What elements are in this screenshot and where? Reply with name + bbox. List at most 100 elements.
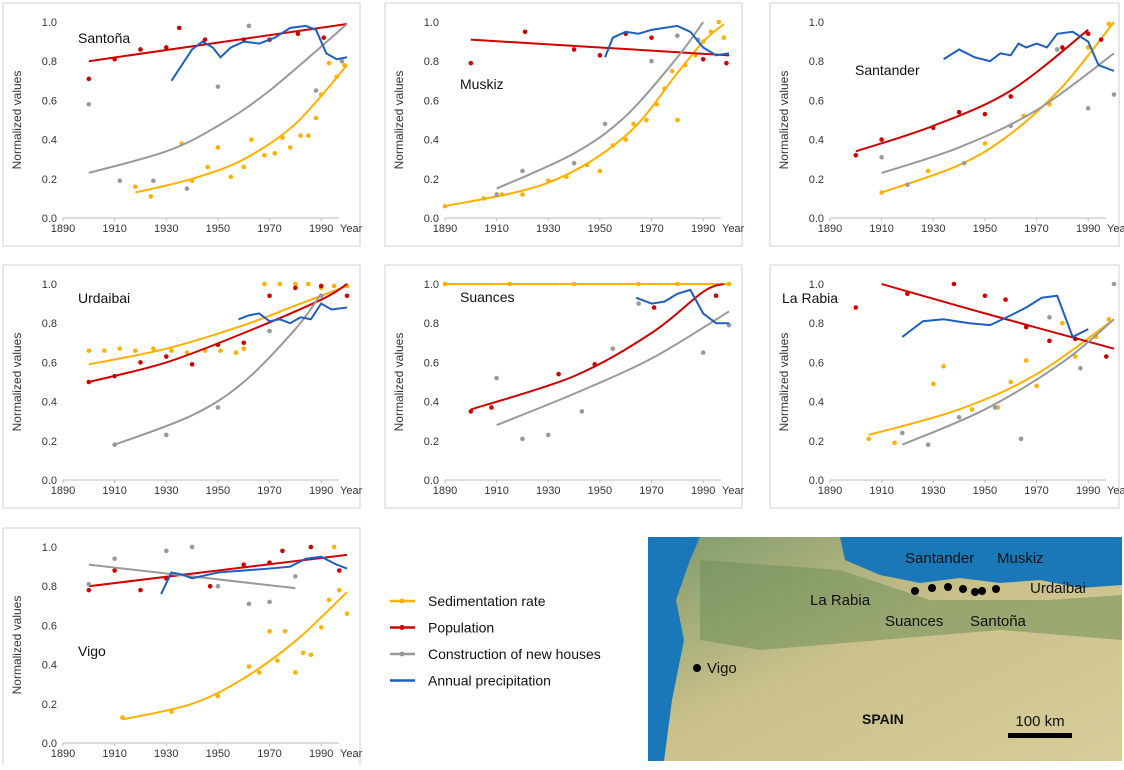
chart-title: Santander <box>855 62 920 78</box>
data-point <box>1106 21 1112 27</box>
data-point <box>556 371 561 377</box>
data-point <box>499 192 505 197</box>
data-point <box>318 283 324 289</box>
data-point <box>724 60 729 66</box>
data-point <box>241 164 247 170</box>
trend-line <box>88 23 348 174</box>
data-point <box>1072 354 1078 359</box>
data-point <box>925 442 931 448</box>
x-tick-label: 1910 <box>484 223 508 235</box>
data-point <box>280 548 285 554</box>
precipitation-line <box>901 294 1089 339</box>
map-location <box>693 664 701 672</box>
y-tick-label: 0.0 <box>809 213 824 225</box>
data-point <box>610 346 616 351</box>
x-axis-label: Year <box>722 223 745 235</box>
trend-line <box>470 283 725 411</box>
data-point <box>1023 358 1029 363</box>
data-point <box>522 29 528 35</box>
data-point <box>520 192 525 197</box>
trend-line <box>496 310 730 427</box>
y-tick-label: 0.0 <box>42 475 57 487</box>
data-point <box>545 178 551 184</box>
x-tick-label: 1950 <box>206 485 230 497</box>
map-location <box>911 587 919 595</box>
data-point <box>112 373 117 379</box>
data-point <box>86 379 92 385</box>
data-point <box>700 56 706 62</box>
data-point <box>721 35 727 40</box>
x-tick-label: 1910 <box>484 485 508 497</box>
data-point <box>961 160 967 166</box>
data-point <box>176 25 182 31</box>
x-axis-label: Year <box>1107 485 1124 497</box>
y-tick-label: 0.2 <box>809 174 824 186</box>
data-point <box>1034 383 1039 389</box>
data-point <box>468 60 474 66</box>
data-point <box>342 62 347 68</box>
data-point <box>246 23 252 29</box>
data-point <box>295 31 301 37</box>
data-point <box>228 174 234 180</box>
data-point <box>644 117 649 123</box>
data-point <box>215 342 221 348</box>
data-point <box>675 117 680 123</box>
legend-label: Population <box>428 620 494 636</box>
data-point <box>651 305 657 310</box>
y-tick-label: 1.0 <box>42 17 57 29</box>
data-point <box>305 133 311 138</box>
data-point <box>262 281 267 287</box>
data-point <box>120 715 125 720</box>
chart-panel: 1890 1910 1930 1950 1970 1990 0.0 0.2 0.4 0.6 0.8 1… <box>2 264 363 509</box>
panel-border <box>2 2 361 247</box>
data-point <box>708 29 714 35</box>
data-point <box>202 37 208 42</box>
trend-line <box>88 22 348 63</box>
data-point <box>189 178 195 184</box>
data-point <box>298 133 303 138</box>
data-point <box>571 281 577 287</box>
data-point <box>215 84 221 89</box>
data-point <box>1008 94 1014 99</box>
data-point <box>207 583 213 589</box>
data-point <box>442 203 448 209</box>
data-point <box>1047 338 1052 344</box>
data-point <box>602 121 608 127</box>
data-point <box>287 145 293 150</box>
y-tick-label: 0.6 <box>809 95 824 107</box>
data-point <box>163 354 169 359</box>
data-point <box>215 405 221 410</box>
data-point <box>344 293 350 299</box>
data-point <box>184 350 190 355</box>
data-point <box>866 436 872 442</box>
data-point <box>241 562 247 567</box>
data-point <box>494 192 499 197</box>
data-point <box>267 628 272 634</box>
data-point <box>982 293 988 299</box>
x-tick-label: 1990 <box>309 748 333 760</box>
y-tick-label: 1.0 <box>424 17 439 29</box>
data-point <box>267 560 272 565</box>
x-tick-label: 1990 <box>309 223 333 235</box>
data-point <box>308 544 314 550</box>
y-tick-label: 0.6 <box>42 357 57 369</box>
data-point <box>654 102 660 107</box>
x-tick-label: 1890 <box>51 485 75 497</box>
data-point <box>138 360 143 365</box>
data-point <box>318 293 324 299</box>
map-location <box>992 585 1000 593</box>
x-tick-label: 1890 <box>51 223 75 235</box>
data-point <box>969 407 975 412</box>
x-tick-label: 1970 <box>1024 223 1048 235</box>
x-tick-label: 1990 <box>691 485 715 497</box>
data-point <box>313 88 319 93</box>
data-point <box>334 74 339 80</box>
y-tick-label: 0.2 <box>424 174 439 186</box>
data-point <box>636 301 641 306</box>
data-point <box>336 587 342 593</box>
legend-marker <box>399 598 405 604</box>
data-point <box>1085 105 1091 111</box>
data-point <box>151 346 156 351</box>
precipitation-line <box>635 288 729 325</box>
y-tick-label: 0.8 <box>42 581 57 593</box>
